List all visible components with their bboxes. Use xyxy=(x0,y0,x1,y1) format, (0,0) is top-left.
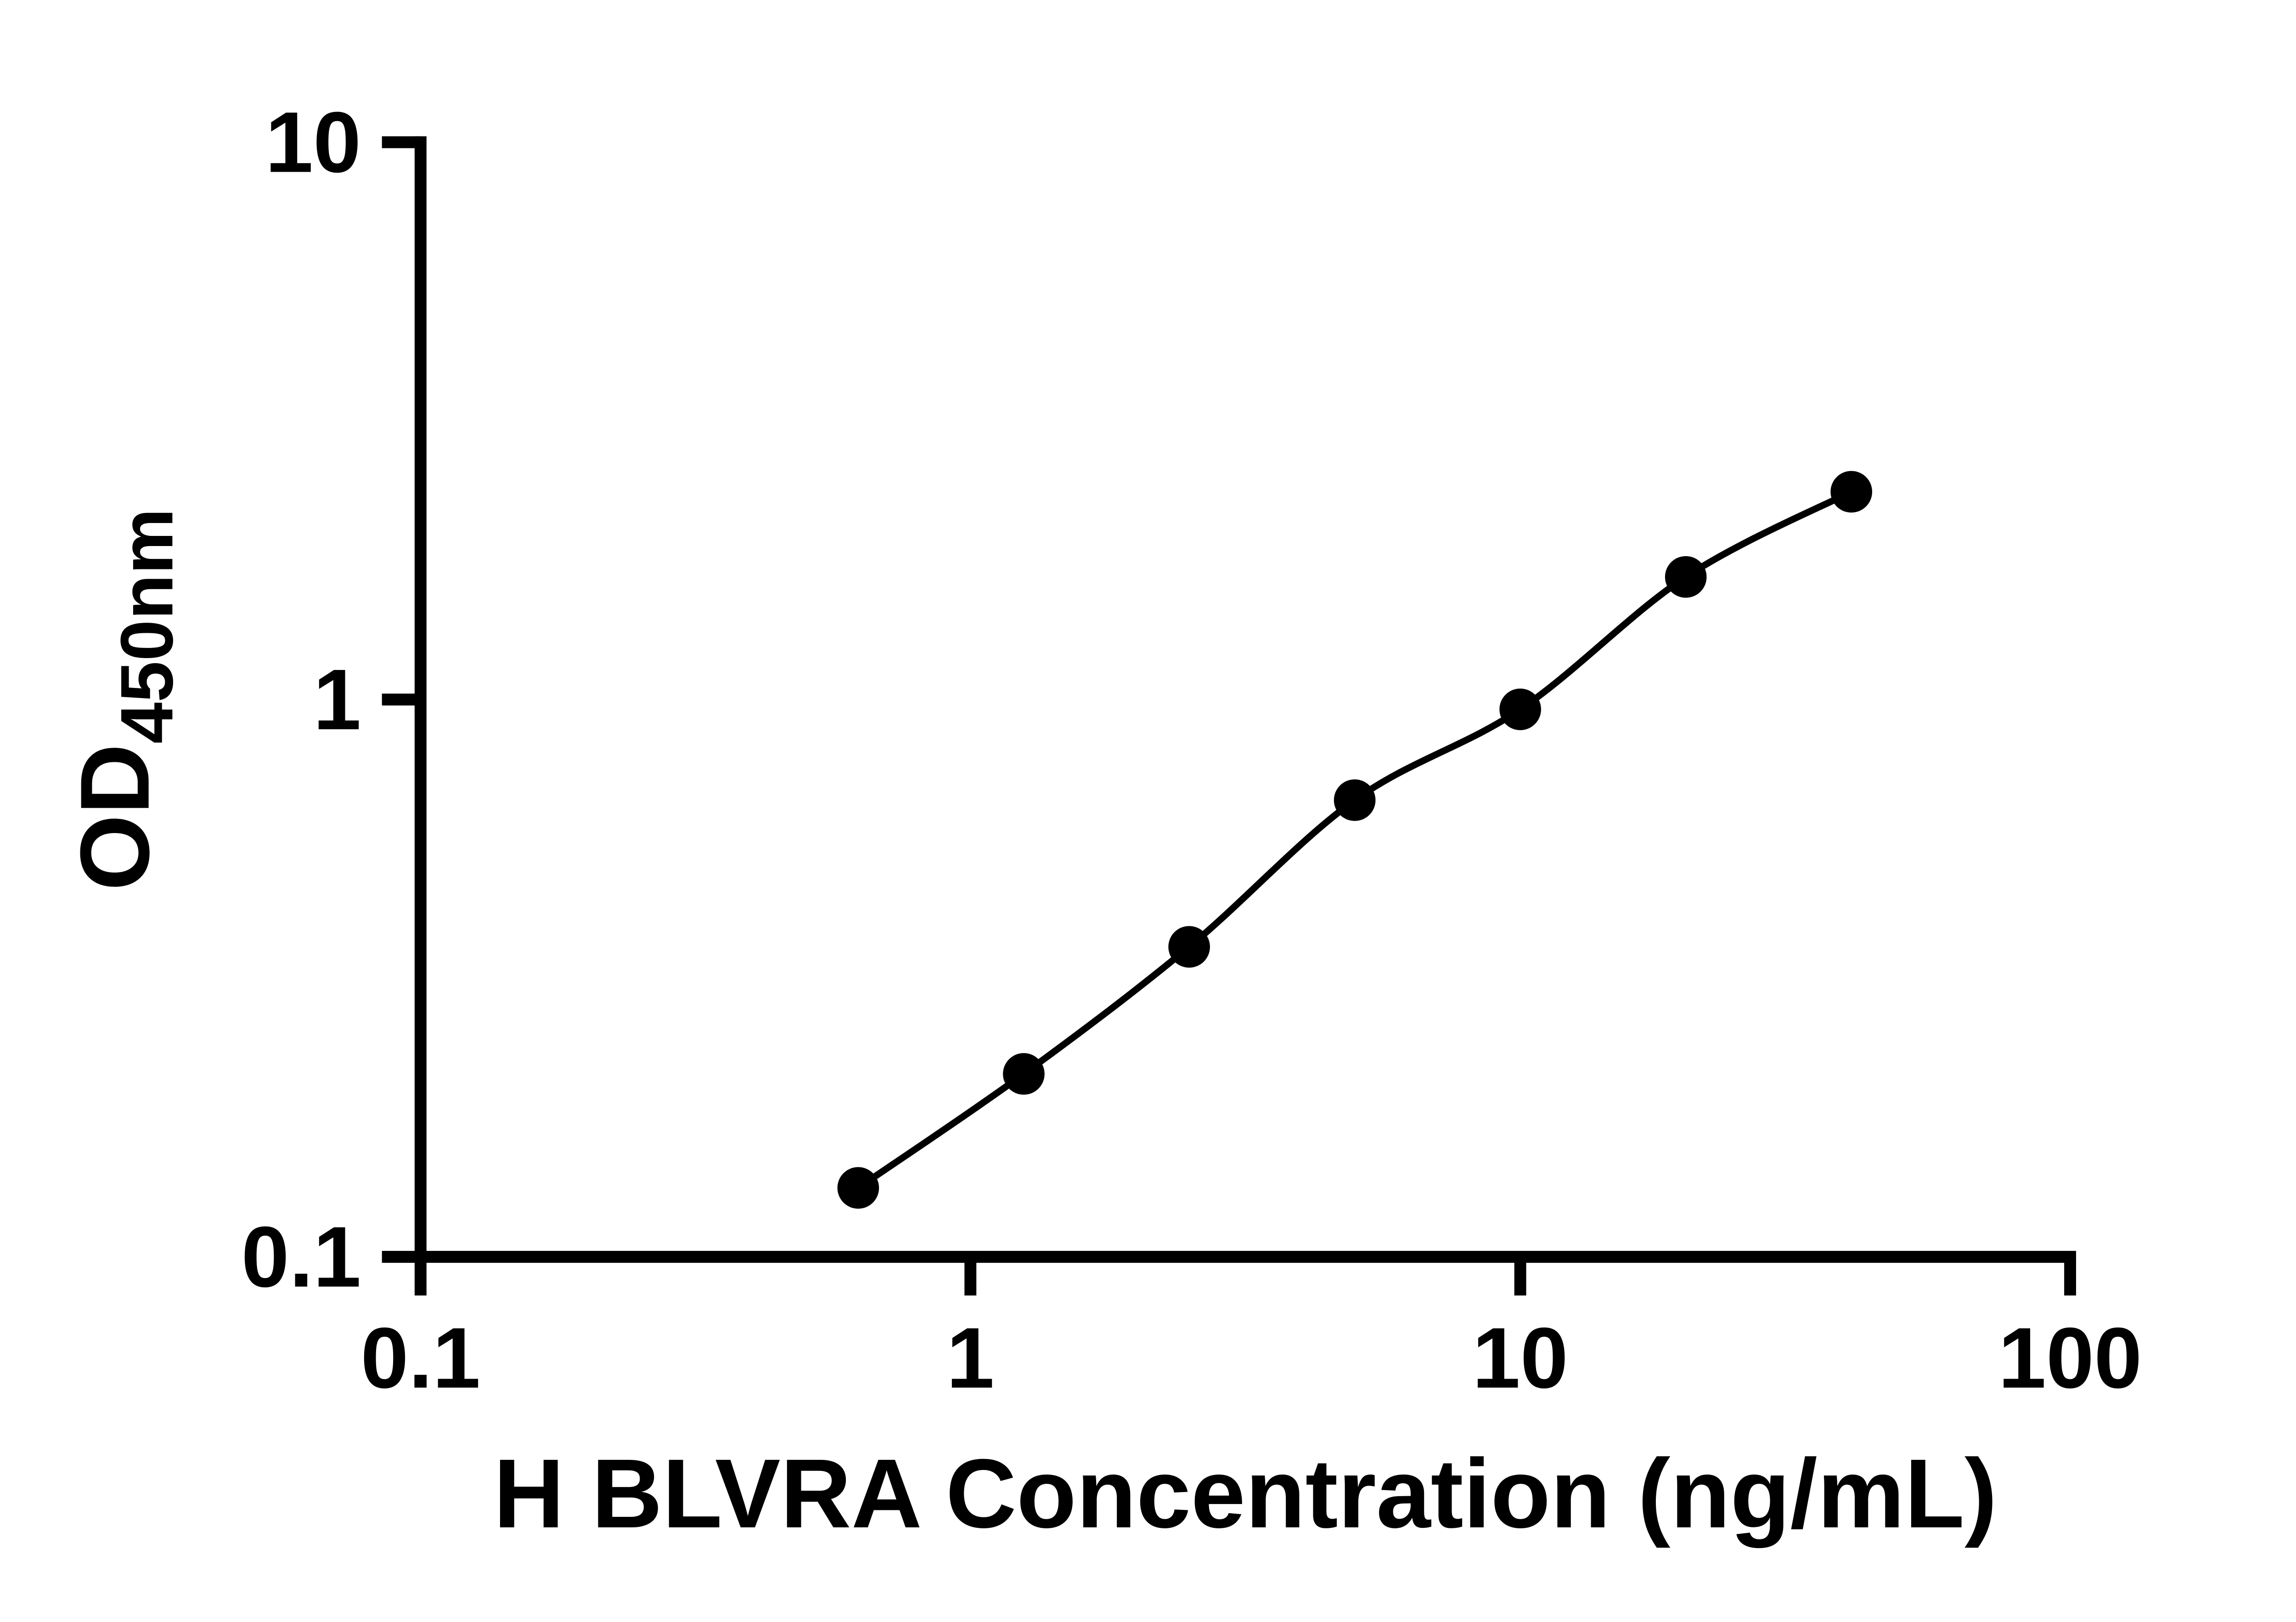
x-tick-label: 100 xyxy=(1998,1310,2142,1406)
data-point xyxy=(1665,556,1707,598)
data-point xyxy=(837,1167,879,1209)
x-tick-label: 10 xyxy=(1472,1310,1568,1406)
x-axis-title: H BLVRA Concentration (ng/mL) xyxy=(494,1439,1998,1549)
x-tick-label: 1 xyxy=(946,1310,994,1406)
y-axis-title: OD450nm xyxy=(61,508,189,891)
y-axis-title-subscript: 450nm xyxy=(106,508,188,744)
plot-area: 0.1 1 10 100 0.1 1 10 xyxy=(241,94,2142,1406)
y-tick-label: 10 xyxy=(265,94,361,190)
y-tick-label: 0.1 xyxy=(241,1209,361,1305)
x-tick-label: 0.1 xyxy=(360,1310,480,1406)
data-point xyxy=(1168,926,1210,968)
data-point xyxy=(1830,471,1873,513)
data-point xyxy=(1003,1053,1045,1095)
data-point xyxy=(1499,688,1541,730)
y-tick-label: 1 xyxy=(313,651,361,748)
axis-spines xyxy=(414,136,2077,1263)
y-axis-title-main: OD xyxy=(61,743,170,890)
data-point xyxy=(1334,779,1376,821)
